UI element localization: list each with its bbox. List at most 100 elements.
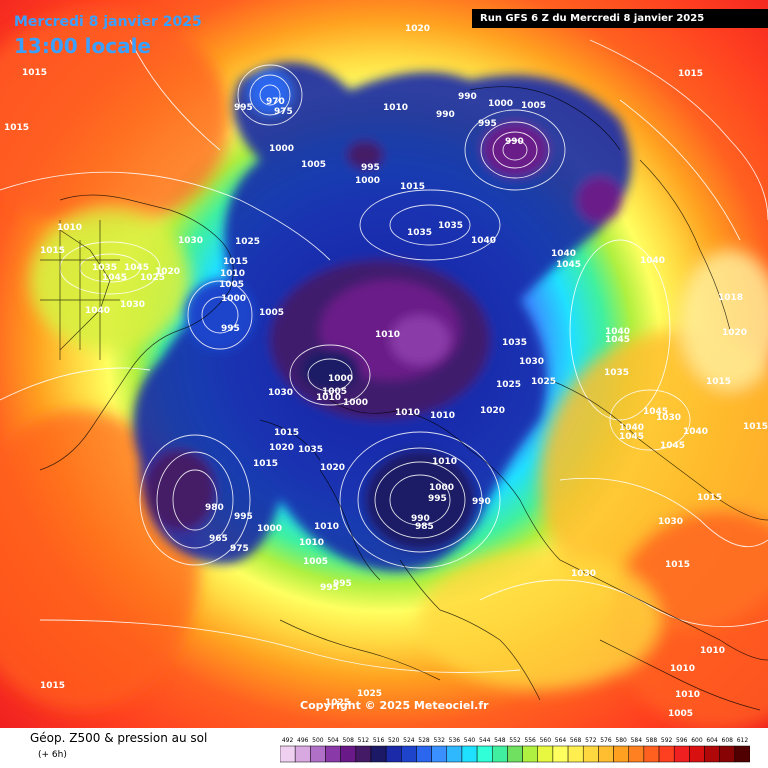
legend-swatch: [598, 745, 614, 763]
legend-value: 576: [600, 737, 612, 744]
isobar-label: 1000: [269, 144, 294, 154]
legend-value: 496: [297, 737, 309, 744]
legend-value: 520: [388, 737, 400, 744]
legend-swatch: [628, 745, 645, 763]
isobar-label: 1005: [219, 280, 244, 290]
isobar-label: 1005: [301, 160, 326, 170]
isobar-label: 990: [458, 92, 477, 102]
isobar-label: 995: [428, 494, 447, 504]
isobar-label: 1015: [253, 459, 278, 469]
isobar-label: 1000: [257, 524, 282, 534]
isobar-label: 1025: [531, 377, 556, 387]
isobar-label: 1005: [322, 387, 347, 397]
legend-swatch: [704, 745, 720, 763]
isobar-label: 1010: [314, 522, 339, 532]
legend-swatch: [325, 745, 341, 763]
legend-swatch: [385, 745, 402, 763]
isobar-label: 1010: [430, 411, 455, 421]
legend-swatch: [446, 745, 463, 763]
isobar-label: 990: [472, 497, 491, 507]
legend-swatch: [567, 745, 584, 763]
isobar-label: 1040: [551, 249, 576, 259]
legend-swatch: [582, 745, 599, 763]
isobar-label: 1035: [438, 221, 463, 231]
isobar-label: 1000: [221, 294, 246, 304]
legend-value: 532: [433, 737, 445, 744]
isobar-label: 1010: [395, 408, 420, 418]
isobar-label: 1020: [480, 406, 505, 416]
legend-swatch: [355, 745, 372, 763]
forecast-local-time: 13:00 locale: [14, 34, 151, 58]
isobar-label: 975: [274, 107, 293, 117]
legend-value: 612: [737, 737, 749, 744]
legend-value: 608: [722, 737, 734, 744]
isobar-label: 985: [415, 522, 434, 532]
isobar-label: 1000: [355, 176, 380, 186]
isobar-label: 1005: [668, 709, 693, 719]
isobar-label: 1010: [316, 393, 341, 403]
legend-value: 500: [312, 737, 324, 744]
isobar-label: 995: [221, 324, 240, 334]
isobar-label: 1045: [643, 407, 668, 417]
isobar-label: 1045: [124, 263, 149, 273]
legend-swatch: [734, 745, 750, 763]
isobar-label: 1005: [259, 308, 284, 318]
isobar-label: 1040: [471, 236, 496, 246]
coastlines: [39, 86, 768, 711]
isobar-label: 1010: [375, 330, 400, 340]
isobar-label: 1020: [722, 328, 747, 338]
isobar-label: 1020: [405, 24, 430, 34]
isobar-label: 1045: [556, 260, 581, 270]
isobar-label: 1030: [658, 517, 683, 527]
footer-title: Géop. Z500 & pression au sol: [30, 731, 208, 745]
legend-value: 580: [615, 737, 627, 744]
legend-value: 584: [631, 737, 643, 744]
isobar-label: 990: [505, 137, 524, 147]
legend-value: 552: [509, 737, 521, 744]
legend-swatch: [507, 745, 523, 763]
isobar-label: 1035: [407, 228, 432, 238]
isobar-label: 1040: [683, 427, 708, 437]
isobar-label: 1030: [268, 388, 293, 398]
legend-value: 528: [418, 737, 430, 744]
isobar-label: 995: [234, 103, 253, 113]
legend-value: 596: [676, 737, 688, 744]
legend-swatch: [492, 745, 508, 763]
legend-swatch: [401, 745, 417, 763]
legend-value: 536: [449, 737, 461, 744]
warm-zones: [0, 10, 768, 728]
isobar-label: 1015: [22, 68, 47, 78]
isobar-label: 1030: [571, 569, 596, 579]
legend-value: 588: [646, 737, 658, 744]
legend-value: 592: [661, 737, 673, 744]
isobar-label: 1045: [102, 273, 127, 283]
legend-swatch: [689, 745, 705, 763]
isobar-label: 1020: [155, 267, 180, 277]
isobar-label: 1015: [40, 246, 65, 256]
isobar-label: 1035: [604, 368, 629, 378]
legend-value: 556: [524, 737, 536, 744]
legend-value: 560: [540, 737, 552, 744]
isobar-label: 1040: [85, 306, 110, 316]
isobar-label: 1010: [220, 269, 245, 279]
isobar-label: 1025: [496, 380, 521, 390]
isobar-label: 995: [320, 583, 339, 593]
legend-value: 568: [570, 737, 582, 744]
legend-swatch: [294, 745, 311, 763]
isobar-label: 970: [266, 97, 285, 107]
footer-subtitle: (+ 6h): [38, 750, 67, 760]
isobar-label: 1025: [325, 698, 350, 708]
legend-value: 600: [691, 737, 703, 744]
isobar-label: 1045: [660, 441, 685, 451]
legend-value: 544: [479, 737, 491, 744]
legend-value: 508: [342, 737, 354, 744]
isobar-label: 1010: [670, 664, 695, 674]
legend-swatch: [613, 745, 629, 763]
legend-swatch: [476, 745, 493, 763]
legend-value: 540: [464, 737, 476, 744]
legend-swatch: [719, 745, 736, 763]
forecast-date: Mercredi 8 janvier 2025: [14, 14, 202, 30]
legend-value: 516: [373, 737, 385, 744]
legend-swatch: [658, 745, 675, 763]
legend-swatch: [280, 745, 296, 763]
